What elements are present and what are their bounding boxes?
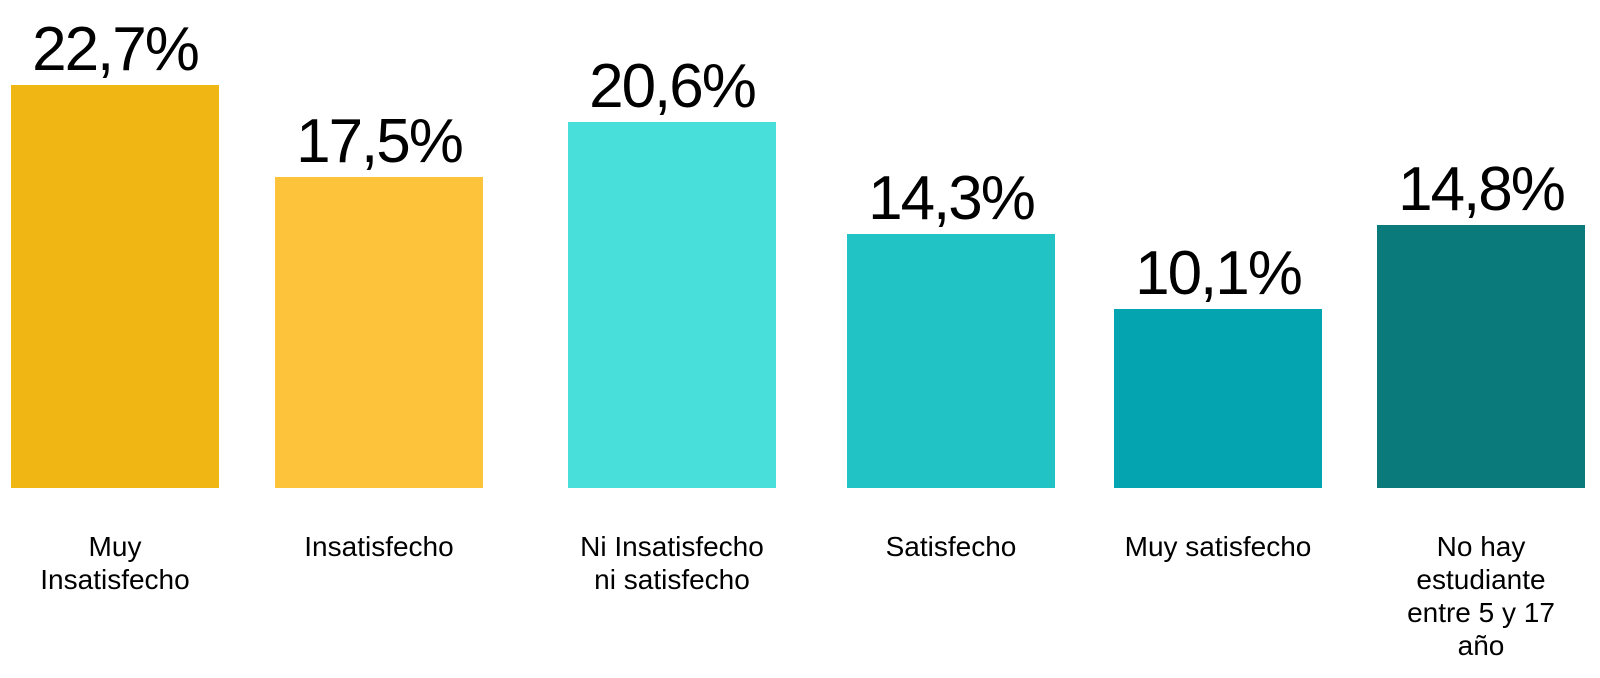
category-label: Muy satisfecho	[1124, 531, 1312, 562]
value-label: 10,1%	[1135, 238, 1303, 308]
bar	[847, 234, 1055, 488]
category-label: Insatisfecho	[304, 531, 454, 562]
bar	[1377, 225, 1585, 488]
category-label: Ni Insatisfecho ni satisfecho	[580, 531, 764, 595]
value-label: 14,3%	[868, 164, 1036, 234]
value-label: 14,8%	[1398, 155, 1566, 225]
category-label: Muy Insatisfecho	[40, 531, 190, 595]
category-label: No hay estudiante entre 5 y 17 año	[1407, 531, 1555, 661]
value-label: 17,5%	[296, 107, 464, 177]
value-label: 20,6%	[589, 52, 757, 122]
category-label: Satisfecho	[885, 531, 1017, 562]
bar	[1114, 308, 1322, 488]
value-label: 22,7%	[32, 15, 200, 84]
bar	[568, 122, 776, 488]
bar	[11, 85, 219, 488]
bar	[275, 177, 483, 488]
